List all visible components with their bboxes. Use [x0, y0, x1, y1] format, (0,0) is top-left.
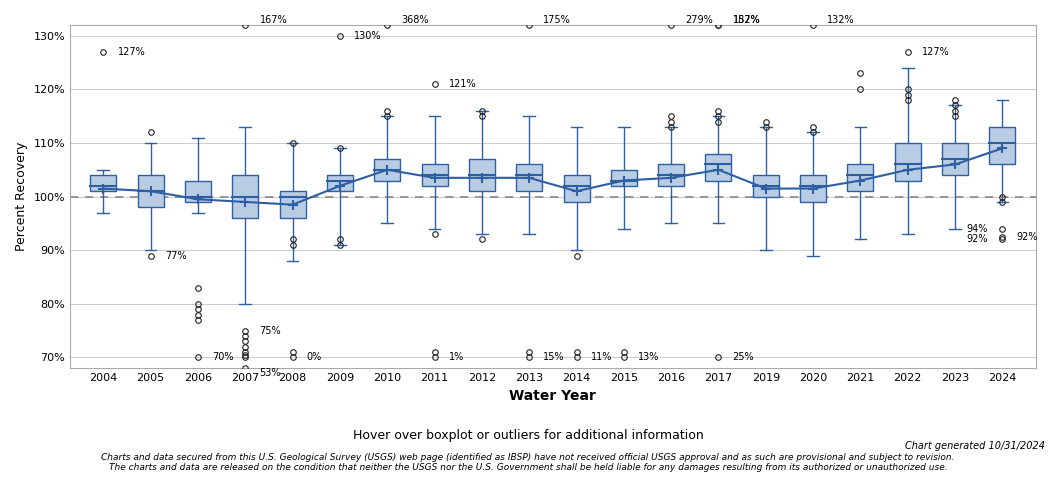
Bar	[137, 175, 164, 207]
Text: 25%: 25%	[733, 352, 754, 362]
Text: 11%: 11%	[590, 352, 612, 362]
Bar	[280, 191, 305, 218]
Text: Hover over boxplot or outliers for additional information: Hover over boxplot or outliers for addit…	[353, 429, 703, 442]
Text: 1%: 1%	[449, 352, 464, 362]
Text: 121%: 121%	[449, 79, 476, 89]
Bar	[942, 143, 968, 175]
Text: The charts and data are released on the condition that neither the USGS nor the : The charts and data are released on the …	[109, 463, 947, 472]
Text: 279%: 279%	[685, 15, 713, 25]
Text: 15%: 15%	[544, 352, 565, 362]
Text: 368%: 368%	[401, 15, 429, 25]
Text: 13%: 13%	[638, 352, 659, 362]
Bar	[469, 159, 495, 191]
Bar	[374, 159, 400, 180]
Bar	[800, 175, 826, 202]
Text: Charts and data secured from this U.S. Geological Survey (USGS) web page (identi: Charts and data secured from this U.S. G…	[101, 453, 955, 462]
Text: 0%: 0%	[307, 352, 322, 362]
Text: 152%: 152%	[733, 15, 760, 25]
Text: 92%: 92%	[1017, 232, 1038, 242]
Bar	[421, 165, 448, 186]
Bar	[564, 175, 589, 202]
Bar	[989, 127, 1016, 165]
Bar	[658, 165, 684, 186]
Bar	[232, 175, 259, 218]
Text: 92%: 92%	[966, 235, 988, 244]
X-axis label: Water Year: Water Year	[509, 389, 597, 403]
Bar	[90, 175, 116, 191]
Bar	[753, 175, 779, 197]
Bar	[705, 154, 732, 180]
Bar	[327, 175, 353, 191]
Text: 53%: 53%	[260, 368, 281, 378]
Text: 167%: 167%	[260, 15, 287, 25]
Text: 132%: 132%	[827, 15, 855, 25]
Bar	[894, 143, 921, 180]
Bar	[516, 165, 542, 191]
Text: 130%: 130%	[354, 31, 381, 41]
Text: 75%: 75%	[260, 325, 281, 336]
Text: 187%: 187%	[733, 15, 760, 25]
Bar	[610, 170, 637, 186]
Text: 127%: 127%	[922, 47, 949, 57]
Text: 70%: 70%	[212, 352, 233, 362]
Bar	[185, 180, 211, 202]
Text: 94%: 94%	[967, 224, 988, 234]
Bar	[847, 165, 873, 191]
Text: Chart generated 10/31/2024: Chart generated 10/31/2024	[905, 441, 1045, 451]
Text: 127%: 127%	[117, 47, 146, 57]
Text: 175%: 175%	[544, 15, 571, 25]
Y-axis label: Percent Recovery: Percent Recovery	[15, 142, 29, 251]
Text: 77%: 77%	[165, 251, 187, 261]
